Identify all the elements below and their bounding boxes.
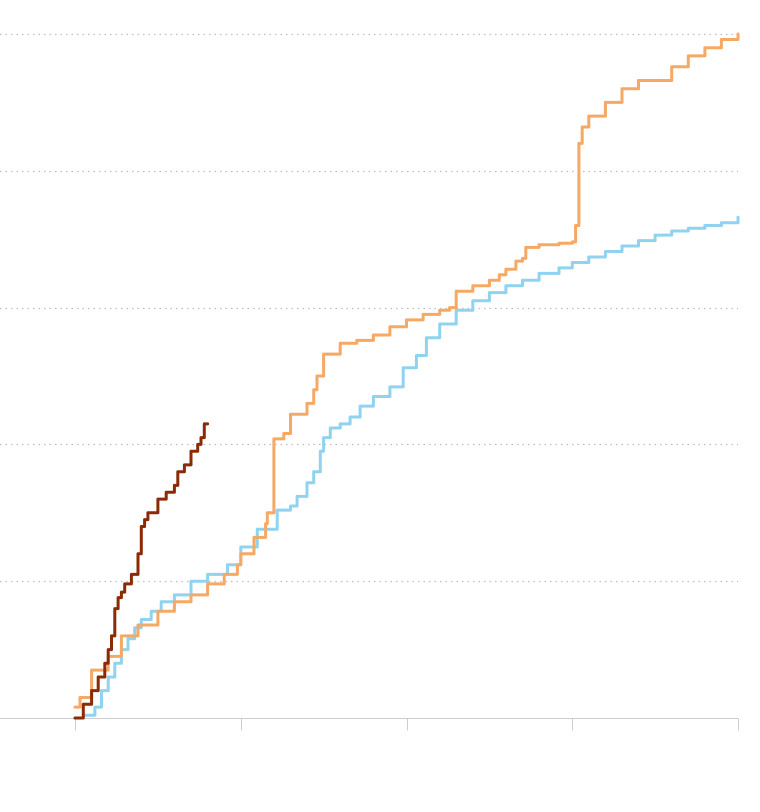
series-line-1 [81,215,740,717]
x-axis [0,718,739,731]
series-lines [73,32,740,720]
gridlines [0,33,738,583]
series-line-2 [73,32,740,709]
series-line-3 [73,422,210,720]
